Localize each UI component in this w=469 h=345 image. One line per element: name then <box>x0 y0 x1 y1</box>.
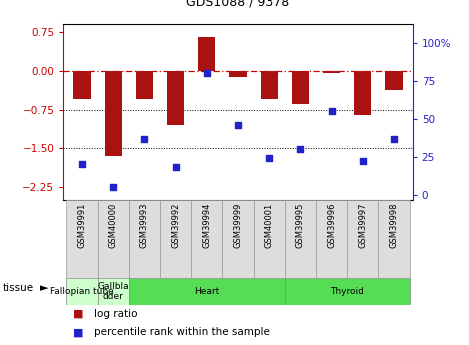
Text: GSM39997: GSM39997 <box>358 203 367 248</box>
Point <box>109 184 117 190</box>
Bar <box>222 200 254 278</box>
Point <box>390 136 398 141</box>
Bar <box>254 200 285 278</box>
Point <box>78 161 86 167</box>
Point <box>328 109 335 114</box>
Bar <box>98 278 129 305</box>
Bar <box>323 71 340 73</box>
Text: ■: ■ <box>73 309 83 319</box>
Bar <box>386 71 402 90</box>
Text: GSM39995: GSM39995 <box>296 203 305 248</box>
Bar <box>191 200 222 278</box>
Text: GSM39999: GSM39999 <box>234 203 242 248</box>
Bar <box>347 200 378 278</box>
Bar <box>285 200 316 278</box>
Bar <box>261 71 278 99</box>
Bar <box>74 71 91 99</box>
Point <box>234 122 242 128</box>
Text: GSM40000: GSM40000 <box>109 203 118 248</box>
Text: tissue: tissue <box>2 283 33 293</box>
Bar <box>285 278 409 305</box>
Text: GSM39992: GSM39992 <box>171 203 180 248</box>
Point <box>203 71 211 76</box>
Point <box>141 136 148 141</box>
Bar <box>98 200 129 278</box>
Bar <box>229 71 247 78</box>
Text: GSM39994: GSM39994 <box>202 203 212 248</box>
Point <box>359 159 367 164</box>
Bar <box>105 71 122 156</box>
Point <box>265 156 273 161</box>
Text: ■: ■ <box>73 327 83 337</box>
Bar <box>198 37 215 71</box>
Bar <box>136 71 153 99</box>
Text: Fallopian tube: Fallopian tube <box>50 287 114 296</box>
Text: Thyroid: Thyroid <box>330 287 364 296</box>
Point <box>297 146 304 152</box>
Text: GSM39991: GSM39991 <box>77 203 87 248</box>
Text: GSM39993: GSM39993 <box>140 203 149 248</box>
Bar <box>67 200 98 278</box>
Text: Heart: Heart <box>194 287 219 296</box>
Text: ►: ► <box>40 283 48 293</box>
Bar <box>67 278 98 305</box>
Bar <box>316 200 347 278</box>
Text: log ratio: log ratio <box>94 309 137 319</box>
Text: GSM39996: GSM39996 <box>327 203 336 248</box>
Bar <box>167 71 184 125</box>
Text: percentile rank within the sample: percentile rank within the sample <box>94 327 270 337</box>
Point <box>172 165 179 170</box>
Text: Gallbla
dder: Gallbla dder <box>98 282 129 301</box>
Bar <box>292 71 309 104</box>
Bar <box>129 278 285 305</box>
Bar <box>129 200 160 278</box>
Bar <box>354 71 371 115</box>
Text: GSM40001: GSM40001 <box>265 203 274 248</box>
Text: GDS1088 / 9378: GDS1088 / 9378 <box>186 0 290 9</box>
Bar <box>378 200 409 278</box>
Bar <box>160 200 191 278</box>
Text: GSM39998: GSM39998 <box>389 203 399 248</box>
